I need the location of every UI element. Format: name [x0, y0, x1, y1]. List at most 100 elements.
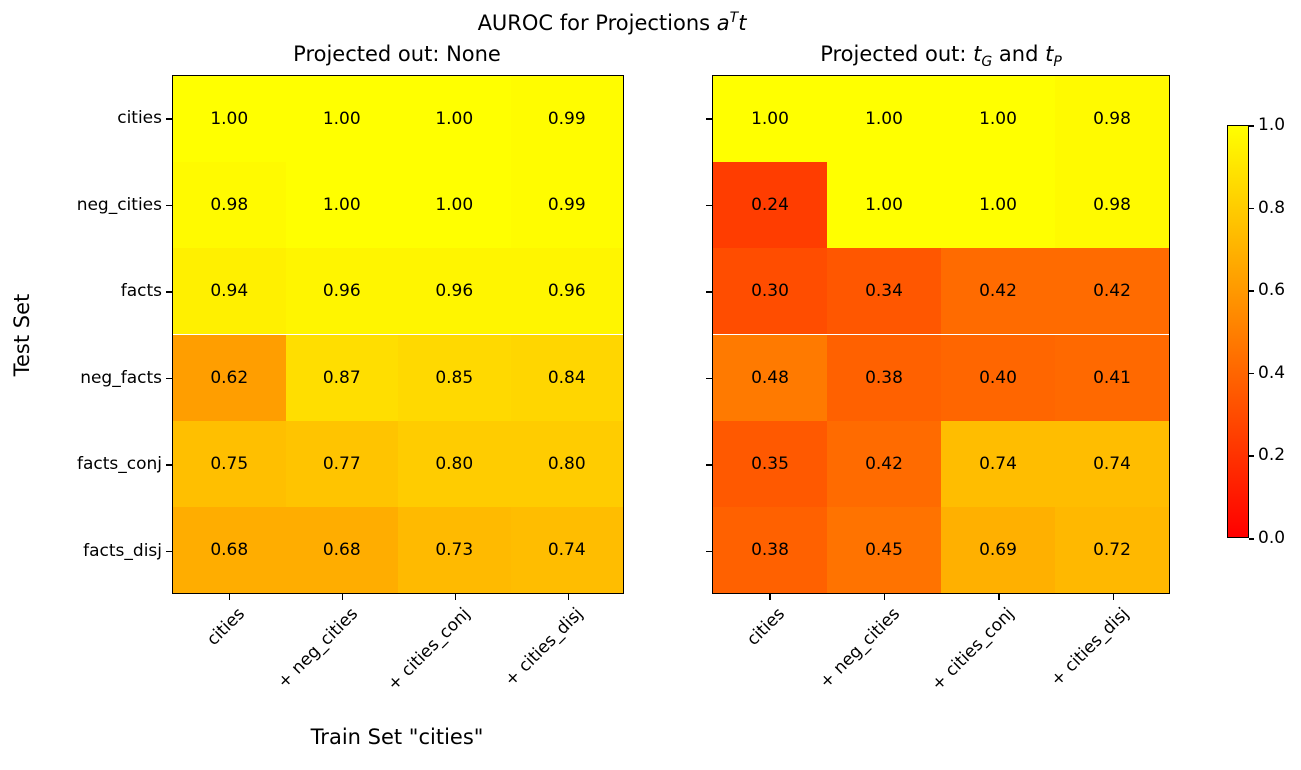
subplot-title-right-var-t1: t [973, 42, 982, 66]
heatmap-cell-value: 1.00 [435, 109, 474, 130]
heatmap-cell-value: 0.69 [979, 539, 1017, 560]
heatmap-cell-value: 0.98 [1093, 195, 1131, 216]
heatmap-cell-value: 0.80 [547, 453, 586, 474]
y-tick-mark [706, 377, 712, 380]
figure-title-sup-T: T [729, 10, 739, 26]
y-tick-mark [166, 118, 172, 120]
y-tick-label: facts [120, 281, 162, 302]
heatmap-cell-value: 0.45 [865, 539, 903, 560]
colorbar-tick-mark [1249, 372, 1254, 375]
heatmap-cell: 1.00 [285, 76, 398, 163]
x-axis-label: Train Set "cities" [311, 725, 484, 749]
heatmap-cell-value: 0.96 [435, 281, 474, 302]
heatmap-cell-value: 0.24 [751, 195, 789, 216]
heatmap-cell: 0.41 [1055, 334, 1169, 421]
heatmap-cell: 0.74 [510, 506, 623, 593]
heatmap-cell: 1.00 [398, 162, 511, 249]
heatmap-cell: 1.00 [173, 76, 286, 163]
subplot-title-right-var-t2: t [1045, 42, 1054, 66]
colorbar-tick-mark [1249, 538, 1254, 540]
heatmap-cell: 0.68 [285, 506, 398, 593]
heatmap-cell: 0.98 [1055, 76, 1169, 163]
heatmap-cell: 0.96 [285, 248, 398, 335]
heatmap-cell: 0.42 [941, 248, 1055, 335]
heatmap-cell: 0.96 [398, 248, 511, 335]
heatmap-cell: 0.99 [510, 76, 623, 163]
heatmap-cell-value: 1.00 [865, 109, 903, 130]
heatmap-cell-value: 0.75 [210, 453, 249, 474]
x-tick-label: + cities_conj [927, 604, 1019, 695]
heatmap-cell-value: 0.74 [547, 539, 586, 560]
x-tick-mark [341, 594, 343, 600]
heatmap-cell-value: 1.00 [435, 195, 474, 216]
colorbar-tick-label: 0.6 [1258, 280, 1286, 301]
heatmap-cell: 0.62 [173, 334, 286, 421]
x-tick-mark [1112, 594, 1115, 600]
heatmap-cell: 0.68 [173, 506, 286, 593]
y-tick-mark [166, 204, 172, 207]
heatmap-cell-value: 0.73 [435, 539, 474, 560]
heatmap-cell: 0.74 [941, 420, 1055, 507]
heatmap-cell: 0.40 [941, 334, 1055, 421]
heatmap-cell-value: 1.00 [322, 109, 361, 130]
x-tick-mark [998, 594, 1000, 600]
y-tick-mark [166, 291, 172, 293]
heatmap-cell-value: 0.84 [547, 367, 586, 388]
heatmap-cell: 0.38 [827, 334, 941, 421]
heatmap-cell: 0.94 [173, 248, 286, 335]
x-tick-label: + cities_conj [384, 604, 475, 695]
x-tick-mark [769, 594, 771, 600]
heatmap-cell-value: 0.85 [435, 367, 474, 388]
heatmap-cell-value: 0.77 [322, 453, 361, 474]
heatmap-cell: 0.73 [398, 506, 511, 593]
heatmap-cell-value: 0.40 [979, 367, 1017, 388]
heatmap-cell: 0.48 [713, 334, 827, 421]
heatmap-cell-value: 0.74 [979, 453, 1017, 474]
subplot-title-right-sub-P: P [1053, 54, 1062, 71]
colorbar-tick-label: 0.2 [1258, 445, 1286, 466]
heatmap-cell: 0.42 [1055, 248, 1169, 335]
heatmap-cell-value: 0.48 [751, 367, 789, 388]
heatmap-cell: 0.24 [713, 162, 827, 249]
heatmap-cell-value: 0.99 [547, 195, 586, 216]
heatmap-cell-value: 0.42 [865, 453, 903, 474]
x-tick-label: cities [202, 604, 249, 650]
y-axis-label-text: Test Set [10, 293, 34, 377]
x-tick-mark [228, 594, 230, 600]
heatmap-cell-value: 0.94 [210, 281, 249, 302]
colorbar-tick-mark [1249, 207, 1254, 210]
heatmap-cell-value: 0.99 [547, 109, 586, 130]
subplot-title-right: Projected out: tG and tP [820, 42, 1062, 70]
heatmap-cell-value: 1.00 [322, 195, 361, 216]
heatmap-cell-value: 0.38 [865, 367, 903, 388]
heatmap-cell: 0.69 [941, 506, 1055, 593]
x-tick-label: cities [743, 604, 790, 650]
heatmap-cell-value: 0.98 [210, 195, 249, 216]
heatmap-cell: 0.99 [510, 162, 623, 249]
heatmap-cell-value: 0.98 [1093, 109, 1131, 130]
heatmap-cell: 0.77 [285, 420, 398, 507]
figure-title-var-t: t [738, 11, 747, 35]
heatmap-cell-value: 0.96 [322, 281, 361, 302]
colorbar-tick-mark [1249, 455, 1254, 457]
heatmap-cell-value: 0.68 [322, 539, 361, 560]
heatmap-cell: 0.98 [1055, 162, 1169, 249]
y-tick-mark [706, 118, 712, 120]
subplot-title-left-text: Projected out: None [293, 42, 501, 66]
heatmap-cell-value: 0.87 [322, 367, 361, 388]
y-tick-label: cities [117, 108, 162, 129]
heatmap-cell-value: 0.38 [751, 539, 789, 560]
heatmap-cell-value: 1.00 [979, 195, 1017, 216]
heatmap-cell-value: 1.00 [751, 109, 789, 130]
heatmap-cell: 0.98 [173, 162, 286, 249]
heatmap-cell: 0.34 [827, 248, 941, 335]
colorbar-tick-label: 0.8 [1258, 197, 1286, 218]
heatmap-cell: 0.30 [713, 248, 827, 335]
heatmap-cell: 0.80 [510, 420, 623, 507]
x-tick-label: + cities_disj [501, 604, 588, 691]
y-tick-label: facts_disj [83, 540, 162, 561]
heatmap-cell-value: 0.68 [210, 539, 249, 560]
x-axis-label-text: Train Set "cities" [310, 725, 484, 749]
heatmap-cell: 0.96 [510, 248, 623, 335]
